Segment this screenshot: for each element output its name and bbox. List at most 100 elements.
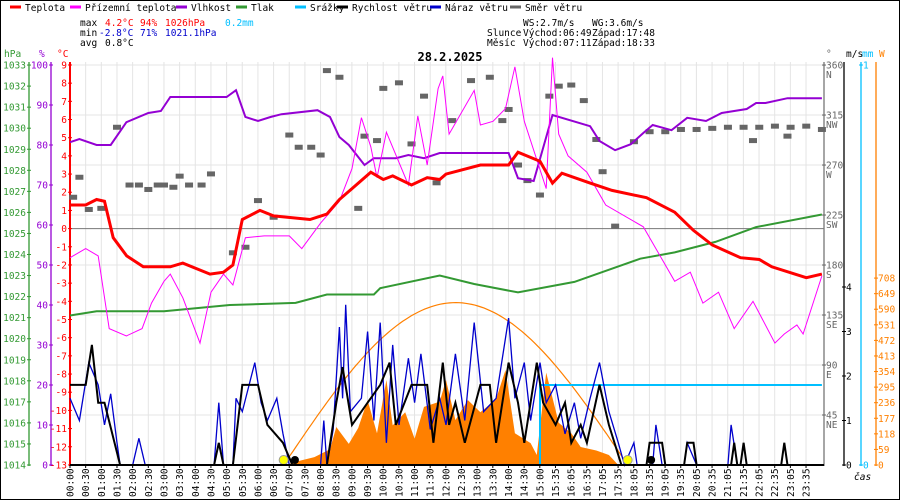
wind-direction-point [228,250,237,256]
wind-direction-point [159,182,168,188]
temperature-line [70,150,823,280]
x-tick-label: 13:30 [488,468,499,497]
x-tick-label: 17:35 [614,468,625,497]
wind-direction-point [185,182,194,188]
x-tick-label: 10:00 [379,468,390,497]
wind-direction-point [817,126,826,132]
x-tick-label: 12:30 [457,468,468,497]
temperature-tick-label: 2 [61,188,67,199]
stats-max-temp: 4.2°C [105,18,134,29]
pressure-tick-label: 1029 [3,145,26,156]
humidity-tick-label: 20 [37,381,49,392]
x-tick-label: 02:30 [144,468,155,497]
stats-min-temp: -2.8°C [99,28,133,39]
sun-rise: Východ:06:49 [523,28,592,39]
temperature-tick-label: -9 [56,388,68,399]
x-tick-label: 05:00 [222,468,233,497]
wind-tick-label: 1 [846,416,852,427]
sun-label: Slunce [487,28,522,39]
direction-tick-label: 45 [826,411,837,422]
moonset-marker [647,456,656,464]
legend-item: Teplota [25,3,65,14]
unit-direction: ° [826,49,832,60]
legend-item: Náraz větru [445,3,508,14]
wind-tick-label: 3 [846,327,852,338]
x-tick-label: 09:30 [363,468,374,497]
wind-direction-point [394,80,403,86]
pressure-tick-label: 1021 [3,313,26,324]
x-tick-label: 16:05 [567,468,578,497]
wind-direction-point [197,182,206,188]
moonrise-marker [290,456,299,464]
solar-tick-label: 413 [878,351,895,362]
wind-tick-label: 2 [846,372,852,383]
temperature-tick-label: -10 [50,406,67,417]
solar-tick-label: 236 [878,398,895,409]
stats-block: max 4.2°C 94% 1026hPa 0.2mm min -2.8°C 7… [80,18,655,49]
wind-direction-point [467,78,476,84]
wind-direction-point [755,124,764,130]
legend-item: Vlhkost [191,3,231,14]
wind-direction-point [373,138,382,144]
wind-direction-point [592,136,601,142]
x-tick-label: 07:00 [285,468,296,497]
pressure-tick-label: 1027 [3,187,26,198]
unit-wind: m/s [846,49,863,60]
pressure-tick-label: 1031 [3,103,26,114]
direction-compass-label: NE [826,420,838,431]
pressure-tick-label: 1019 [3,355,26,366]
wind-direction-point [169,184,178,190]
wind-direction-point [748,138,757,144]
humidity-tick-label: 80 [37,141,49,152]
pressure-tick-label: 1028 [3,166,26,177]
unit-humidity: % [39,49,45,60]
x-tick-label: 03:00 [159,468,170,497]
wind-direction-point [407,141,416,147]
sunset-marker [622,455,633,465]
wind-tick-label: 4 [846,283,852,294]
direction-tick-label: 315 [826,111,843,122]
humidity-tick-label: 40 [37,301,49,312]
x-tick-label: 15:00 [535,468,546,497]
temperature-tick-label: 5 [61,133,67,144]
solar-tick-label: 295 [878,383,895,394]
wind-direction-point [783,133,792,139]
temperature-tick-label: -13 [50,460,67,471]
wind-direction-point [802,123,811,129]
wind-direction-point [144,186,153,192]
wind-direction-point [598,169,607,175]
direction-compass-label: N [826,70,832,81]
humidity-tick-label: 30 [37,341,49,352]
x-tick-label: 08:00 [316,468,327,497]
wind-direction-point [84,206,93,212]
wind-direction-point [316,152,325,158]
moon-label: Měsíc [487,38,516,49]
direction-compass-label: SW [826,220,838,231]
wind-direction-point [504,106,513,112]
wind-direction-point [241,244,250,250]
moon-set: Západ:18:33 [592,38,655,49]
unit-solar: W [879,49,885,60]
pressure-tick-label: 1026 [3,208,26,219]
x-tick-label: 21:05 [723,468,734,497]
x-tick-label: 20:05 [692,468,703,497]
x-tick-label: 18:35 [645,468,656,497]
wind-direction-point [335,74,344,80]
stats-min-humidity: 71% [140,28,157,39]
wind-direction-point [379,85,388,91]
legend-item: Rychlost větru [352,3,432,14]
humidity-line [69,88,822,183]
x-tick-label: 13:00 [473,468,484,497]
x-tick-label: 07:30 [300,468,311,497]
wind-direction-point [125,182,134,188]
solar-tick-label: 708 [878,274,895,285]
x-tick-label: 17:05 [598,468,609,497]
direction-tick-label: 90 [826,361,838,372]
wind-direction-point [645,129,654,135]
wind-tick-label: 0 [846,461,852,472]
direction-compass-label: SE [826,320,838,331]
x-tick-label: 11:00 [410,468,421,497]
apparent-temperature-line [69,57,823,345]
stats-avg-temp: 0.8°C [105,38,134,49]
